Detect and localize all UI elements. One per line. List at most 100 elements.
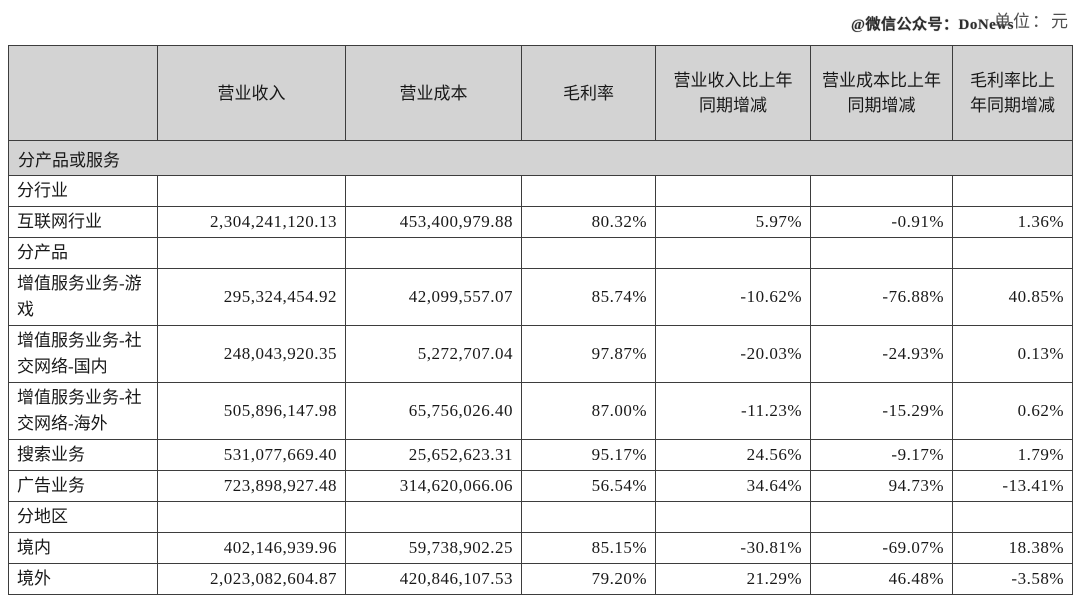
row-label: 境外 (8, 563, 158, 595)
table-row: 广告业务 723,898,927.48 314,620,066.06 56.54% 34… (8, 470, 1073, 502)
value-cell (952, 501, 1073, 533)
row-label: 增值服务业务-社交网络-国内 (8, 325, 158, 383)
watermark-text: @微信公众号：DoNews (851, 17, 1014, 33)
table-row: 增值服务业务-游戏 295,324,454.92 42,099,557.07 85.7… (8, 268, 1073, 326)
value-cell (810, 501, 953, 533)
value-cell (810, 175, 953, 207)
value-cell (345, 175, 522, 207)
value-cell: -10.62% (655, 268, 811, 326)
header-cell-revenue: 营业收入 (157, 45, 346, 141)
header-cell-margin-yoy: 毛利率比上年同期增减 (952, 45, 1073, 141)
value-cell: 65,756,026.40 (345, 382, 522, 440)
unit-label: 单位：元 (994, 12, 1070, 31)
value-cell: 25,652,623.31 (345, 439, 522, 471)
table-row: 分地区 (8, 501, 1073, 533)
value-cell: -76.88% (810, 268, 953, 326)
value-cell (810, 237, 953, 269)
table-row: 分产品 (8, 237, 1073, 269)
value-cell: 21.29% (655, 563, 811, 595)
value-cell: 0.62% (952, 382, 1073, 440)
table-header-row: 营业收入 营业成本 毛利率 营业收入比上年同期增减 营业成本比上年同期增减 毛利… (8, 45, 1073, 141)
value-cell: 505,896,147.98 (157, 382, 346, 440)
value-cell: 531,077,669.40 (157, 439, 346, 471)
value-cell (521, 175, 656, 207)
value-cell (655, 175, 811, 207)
header-cell-cost-yoy: 营业成本比上年同期增减 (810, 45, 953, 141)
value-cell: 46.48% (810, 563, 953, 595)
value-cell: 80.32% (521, 206, 656, 238)
value-cell: 85.15% (521, 532, 656, 564)
value-cell: 2,023,082,604.87 (157, 563, 346, 595)
value-cell (345, 237, 522, 269)
value-cell: 24.56% (655, 439, 811, 471)
value-cell (157, 501, 346, 533)
value-cell: -0.91% (810, 206, 953, 238)
row-label: 互联网行业 (8, 206, 158, 238)
value-cell: 723,898,927.48 (157, 470, 346, 502)
row-label: 搜索业务 (8, 439, 158, 471)
table-row: 增值服务业务-社交网络-海外 505,896,147.98 65,756,026.4… (8, 382, 1073, 440)
table-row: 分行业 (8, 175, 1073, 207)
value-cell: 97.87% (521, 325, 656, 383)
value-cell: 18.38% (952, 532, 1073, 564)
row-label: 境内 (8, 532, 158, 564)
table-row: 搜索业务 531,077,669.40 25,652,623.31 95.17% 24.… (8, 439, 1073, 471)
value-cell: 94.73% (810, 470, 953, 502)
table-body: 分产品或服务 分行业 互联网行业 2,304,241,120.13 453,400,9… (8, 140, 1073, 595)
value-cell: 34.64% (655, 470, 811, 502)
row-label: 分行业 (8, 175, 158, 207)
value-cell: 295,324,454.92 (157, 268, 346, 326)
value-cell: -3.58% (952, 563, 1073, 595)
value-cell: -20.03% (655, 325, 811, 383)
header-cell-cost: 营业成本 (345, 45, 522, 141)
row-label: 增值服务业务-社交网络-海外 (8, 382, 158, 440)
value-cell: 314,620,066.06 (345, 470, 522, 502)
header-cell-revenue-yoy: 营业收入比上年同期增减 (655, 45, 811, 141)
value-cell: 40.85% (952, 268, 1073, 326)
value-cell (345, 501, 522, 533)
value-cell: 95.17% (521, 439, 656, 471)
value-cell: 420,846,107.53 (345, 563, 522, 595)
value-cell: 79.20% (521, 563, 656, 595)
value-cell: 0.13% (952, 325, 1073, 383)
table-row: 境内 402,146,939.96 59,738,902.25 85.15% -30.8… (8, 532, 1073, 564)
value-cell: -9.17% (810, 439, 953, 471)
section-band-row: 分产品或服务 (8, 140, 1073, 176)
value-cell: 85.74% (521, 268, 656, 326)
table-row: 增值服务业务-社交网络-国内 248,043,920.35 5,272,707.04… (8, 325, 1073, 383)
value-cell: -24.93% (810, 325, 953, 383)
row-label: 分地区 (8, 501, 158, 533)
value-cell: 5,272,707.04 (345, 325, 522, 383)
value-cell: -11.23% (655, 382, 811, 440)
value-cell: -15.29% (810, 382, 953, 440)
value-cell: 248,043,920.35 (157, 325, 346, 383)
value-cell (521, 501, 656, 533)
header-cell-gross-margin: 毛利率 (521, 45, 656, 141)
value-cell: 402,146,939.96 (157, 532, 346, 564)
row-label: 广告业务 (8, 470, 158, 502)
value-cell (157, 175, 346, 207)
value-cell (655, 501, 811, 533)
value-cell (952, 175, 1073, 207)
value-cell: -69.07% (810, 532, 953, 564)
financial-segment-table: 营业收入 营业成本 毛利率 营业收入比上年同期增减 营业成本比上年同期增减 毛利… (8, 45, 1073, 595)
value-cell: 453,400,979.88 (345, 206, 522, 238)
value-cell: 1.79% (952, 439, 1073, 471)
row-label: 分产品 (8, 237, 158, 269)
table-row: 境外 2,023,082,604.87 420,846,107.53 79.20% 21… (8, 563, 1073, 595)
value-cell: -13.41% (952, 470, 1073, 502)
value-cell: -30.81% (655, 532, 811, 564)
value-cell: 42,099,557.07 (345, 268, 522, 326)
value-cell (952, 237, 1073, 269)
value-cell: 1.36% (952, 206, 1073, 238)
value-cell: 59,738,902.25 (345, 532, 522, 564)
value-cell: 5.97% (655, 206, 811, 238)
section-band-label: 分产品或服务 (8, 140, 1073, 176)
table-row: 互联网行业 2,304,241,120.13 453,400,979.88 80.32… (8, 206, 1073, 238)
value-cell: 87.00% (521, 382, 656, 440)
value-cell (521, 237, 656, 269)
row-label: 增值服务业务-游戏 (8, 268, 158, 326)
value-cell: 56.54% (521, 470, 656, 502)
value-cell (157, 237, 346, 269)
